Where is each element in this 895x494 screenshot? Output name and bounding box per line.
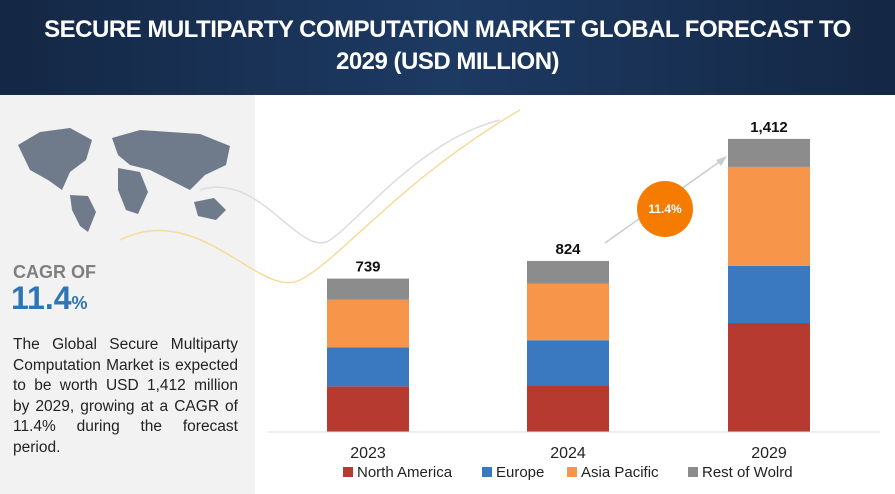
x-tick-label: 2024: [550, 445, 586, 462]
legend-label: Rest of Wolrd: [702, 464, 793, 481]
legend-swatch: [482, 467, 492, 477]
bar-segment: [327, 278, 409, 300]
x-tick-label: 2029: [751, 445, 787, 462]
legend-swatch: [343, 467, 353, 477]
cagr-unit: %: [71, 293, 88, 313]
bar-segment: [527, 283, 609, 341]
x-tick-label: 2023: [350, 445, 386, 462]
bar-segment: [728, 323, 810, 432]
cagr-value: 11.4%: [11, 280, 88, 317]
world-map: [18, 128, 230, 232]
bar-segment: [527, 340, 609, 386]
bar-segment: [527, 385, 609, 432]
total-label: 1,412: [750, 119, 788, 136]
legend-label: Asia Pacific: [581, 464, 659, 481]
chart-title: SECURE MULTIPARTY COMPUTATION MARKET GLO…: [44, 16, 851, 75]
cagr-bubble: [637, 181, 693, 237]
bar-segment: [327, 347, 409, 387]
cagr-label: CAGR OF: [13, 262, 96, 282]
bar-segment: [728, 138, 810, 167]
annotation: 11.4%: [648, 202, 682, 216]
bar-segment: [327, 386, 409, 432]
bar-segment: [728, 265, 810, 324]
total-label: 739: [355, 259, 380, 276]
cagr-number: 11.4: [11, 280, 72, 316]
legend-swatch: [688, 467, 698, 477]
arrow-head: [716, 156, 727, 166]
summary-text: The Global Secure Multiparty Computation…: [13, 336, 238, 456]
decor-curve: [199, 119, 501, 244]
legend-swatch: [567, 467, 577, 477]
total-label: 824: [555, 241, 581, 258]
decor-curve: [119, 109, 521, 284]
legend-label: Europe: [496, 464, 544, 481]
bar-segment: [527, 260, 609, 284]
bar-segment: [327, 299, 409, 348]
legend-label: North America: [357, 464, 453, 481]
bar-segment: [728, 166, 810, 266]
header: SECURE MULTIPARTY COMPUTATION MARKET GLO…: [0, 0, 895, 95]
